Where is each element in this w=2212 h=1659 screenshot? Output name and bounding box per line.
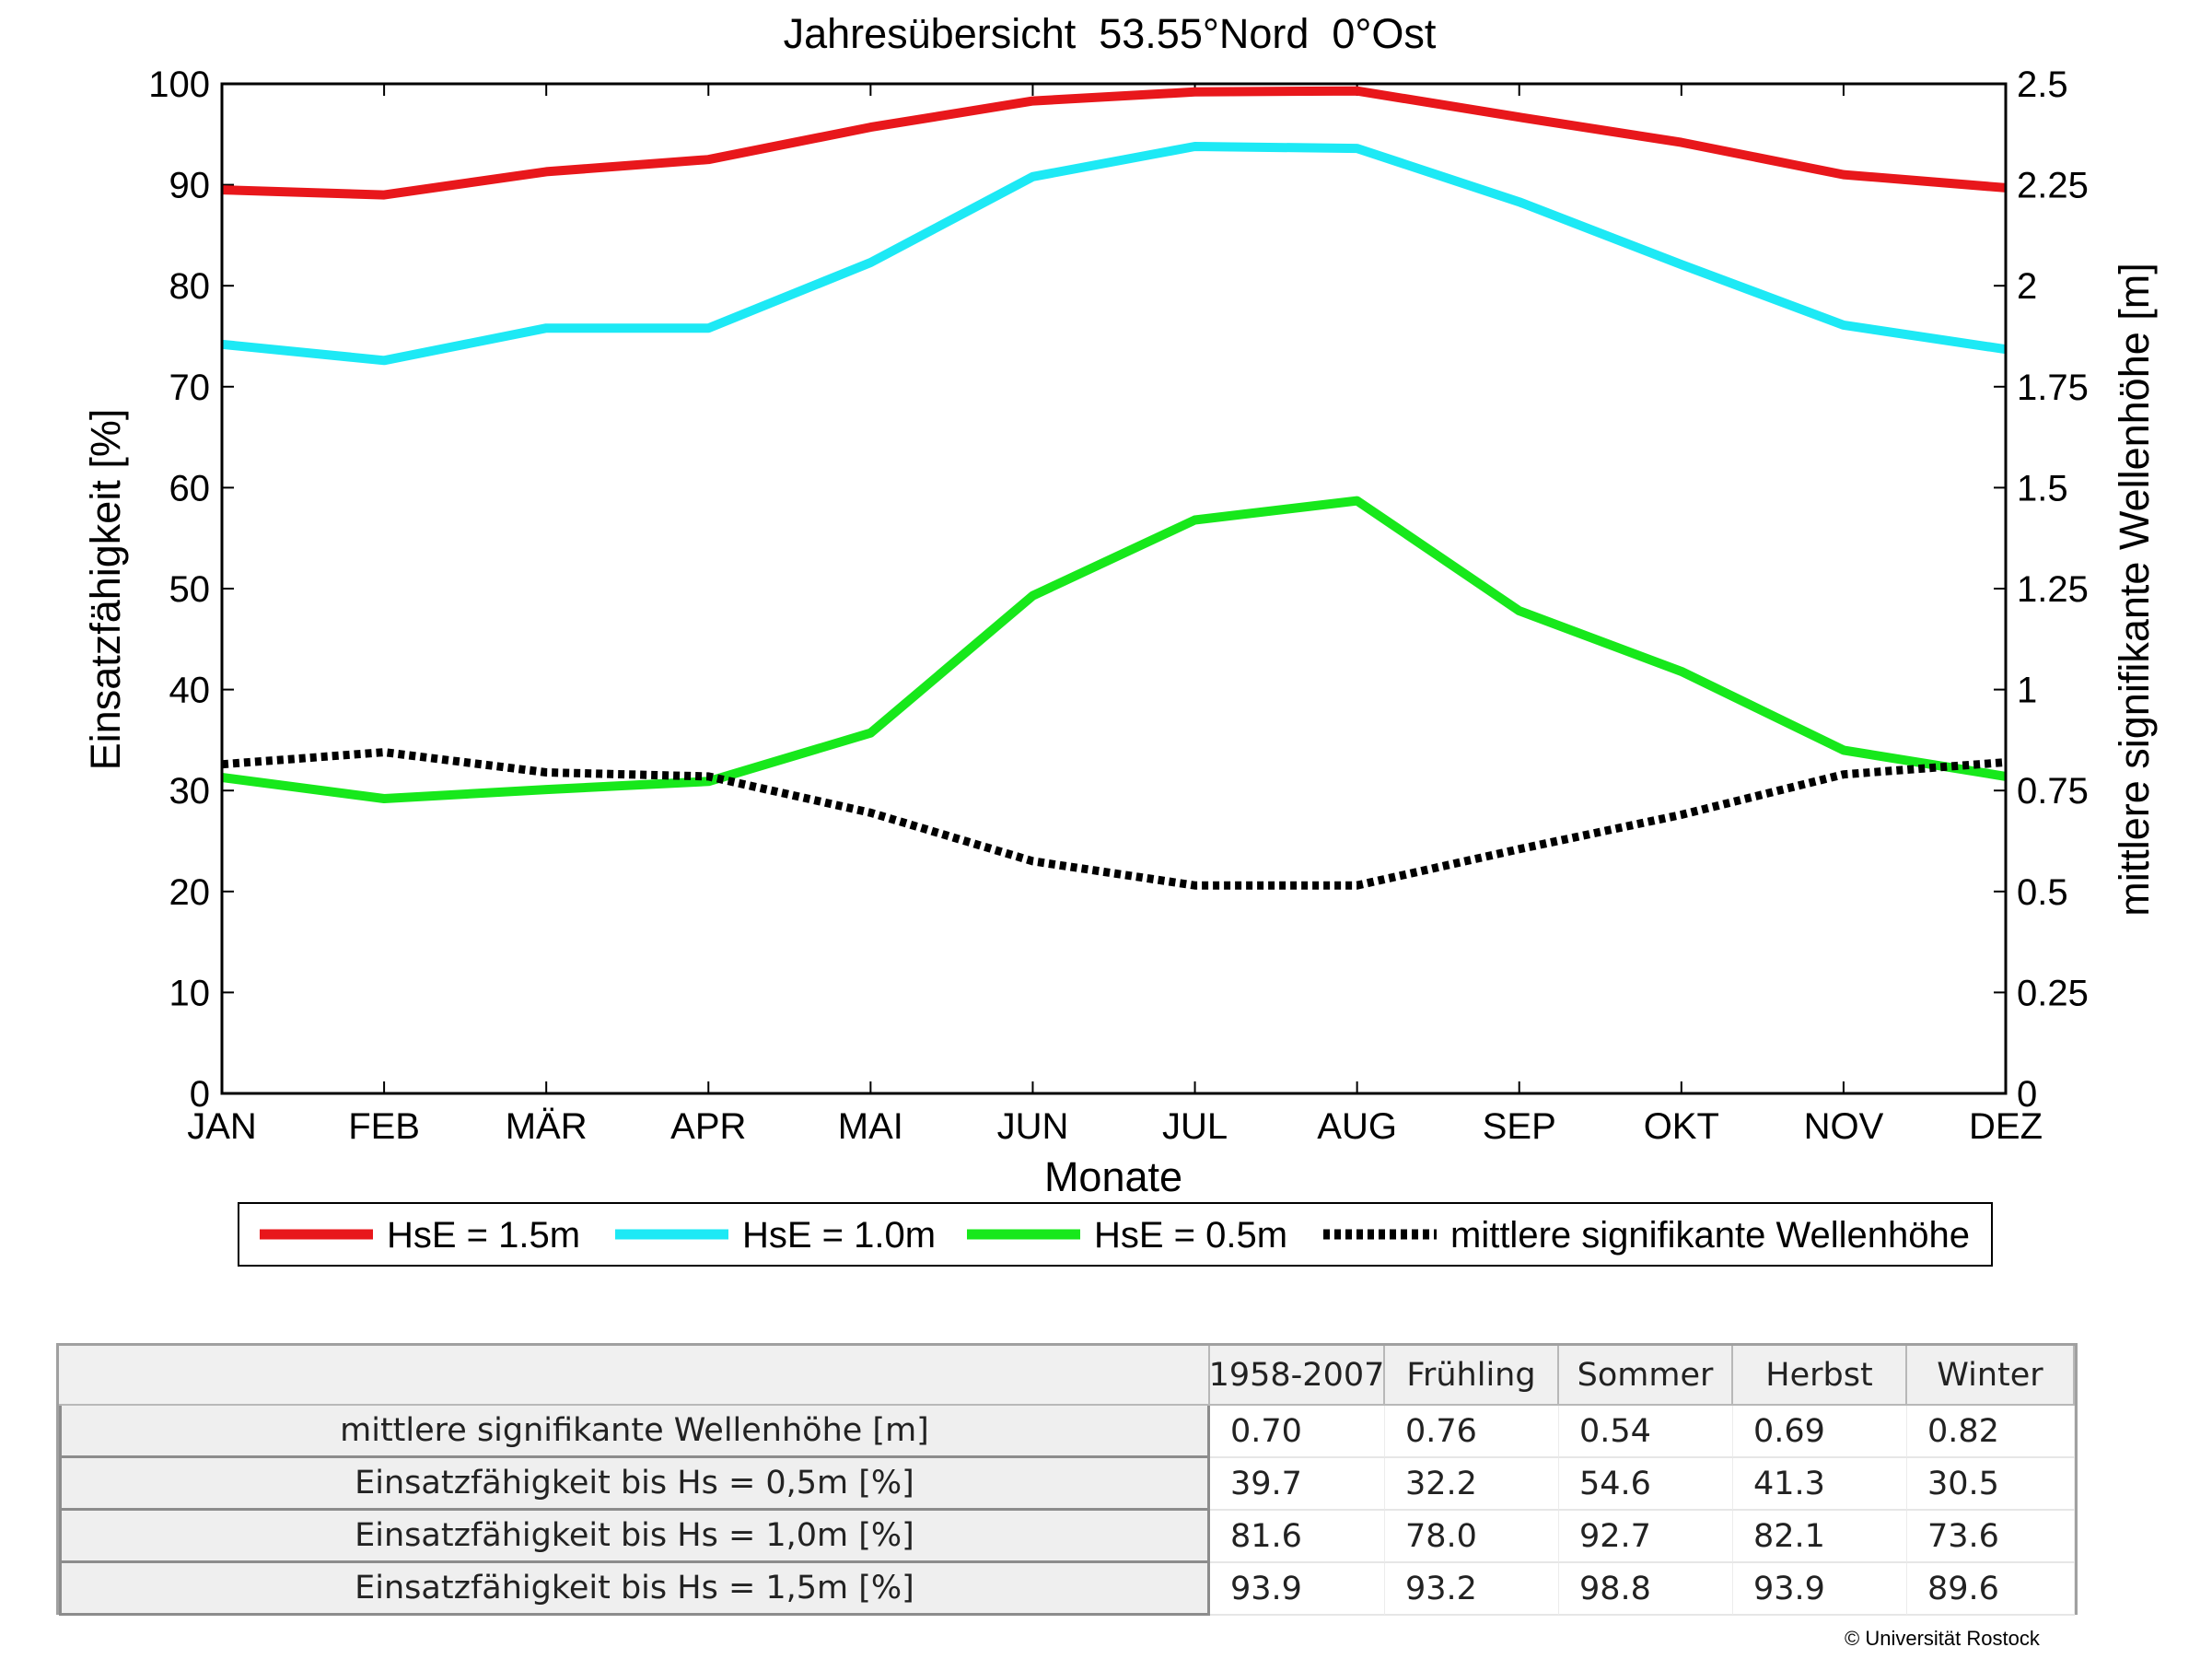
x-tick-label: AUG	[1317, 1106, 1397, 1147]
table-cell: 89.6	[1907, 1563, 2075, 1616]
table-cell: 30.5	[1907, 1458, 2075, 1511]
legend: HsE = 1.5m HsE = 1.0m HsE = 0.5m mittlere s…	[238, 1202, 1993, 1267]
chart-title: Jahresübersicht 53.55°Nord 0°Ost	[784, 10, 1437, 57]
y-tick-label-right: 1	[2017, 671, 2037, 711]
y-tick-label-right: 0.25	[2017, 973, 2089, 1013]
table-cell: 93.2	[1385, 1563, 1559, 1616]
table-column-header: 1958-2007	[1209, 1346, 1385, 1406]
y-tick-label-left: 30	[169, 771, 211, 812]
table-cell: 0.70	[1210, 1406, 1385, 1458]
legend-label-4: mittlere signifikante Wellenhöhe	[1450, 1215, 1970, 1256]
table-cell: 98.8	[1559, 1563, 1733, 1616]
table-cell: 0.54	[1559, 1406, 1733, 1458]
y-tick-label-right: 0	[2017, 1074, 2037, 1115]
table-row-label: Einsatzfähigkeit bis Hs = 1,5m [%]	[59, 1563, 1210, 1616]
y-tick-label-right: 2.5	[2017, 64, 2068, 105]
chart: Jahresübersicht 53.55°Nord 0°Ost JAN FEB M…	[82, 10, 2158, 1267]
y-tick-label-right: 1.75	[2017, 368, 2089, 408]
table-cell: 39.7	[1210, 1458, 1385, 1511]
x-tick-label: FEB	[348, 1106, 420, 1147]
table-column-header: Winter	[1907, 1346, 2075, 1406]
x-tick-label: NOV	[1804, 1106, 1884, 1147]
plot-series	[221, 86, 2007, 890]
series-line-2	[221, 142, 2007, 366]
y-tick-label-left: 70	[169, 368, 211, 408]
y-tick-label-left: 40	[169, 671, 211, 711]
y-axis-label-right: mittlere signifikante Wellenhöhe [m]	[2111, 263, 2158, 917]
x-tick-label: JUL	[1162, 1106, 1228, 1147]
table-cell: 93.9	[1733, 1563, 1907, 1616]
x-axis-label: Monate	[1044, 1153, 1182, 1200]
x-tick-label: SEP	[1483, 1106, 1556, 1147]
table-cell: 41.3	[1733, 1458, 1907, 1511]
table-cell: 0.82	[1907, 1406, 2075, 1458]
y-tick-label-left: 0	[190, 1074, 210, 1115]
table-cell: 32.2	[1385, 1458, 1559, 1511]
series-line-1	[221, 86, 2007, 200]
table-cell: 73.6	[1907, 1511, 2075, 1563]
legend-label-2: HsE = 1.0m	[742, 1215, 936, 1256]
table-cell: 54.6	[1559, 1458, 1733, 1511]
y-tick-label-right: 1.5	[2017, 468, 2068, 508]
table-cell: 92.7	[1559, 1511, 1733, 1563]
table-row-label: Einsatzfähigkeit bis Hs = 0,5m [%]	[59, 1458, 1210, 1511]
y-tick-label-right: 2.25	[2017, 166, 2089, 206]
series-line-3	[221, 496, 2007, 803]
y-tick-label-right: 0.5	[2017, 872, 2068, 913]
axis-tick-labels: JAN FEB MÄR APR MAI JUN JUL AUG SEP OKT NOV DEZ0102…	[148, 64, 2089, 1147]
y-axis-label-left: Einsatzfähigkeit [%]	[82, 409, 129, 771]
x-tick-label: MÄR	[506, 1106, 588, 1147]
table-corner-cell	[59, 1346, 1210, 1406]
y-tick-label-left: 50	[169, 569, 211, 610]
x-tick-label: JUN	[997, 1106, 1069, 1147]
y-tick-label-left: 20	[169, 872, 211, 913]
y-tick-label-left: 60	[169, 468, 211, 508]
legend-label-3: HsE = 0.5m	[1094, 1215, 1287, 1256]
y-tick-label-left: 100	[148, 64, 210, 105]
table-row-label: Einsatzfähigkeit bis Hs = 1,0m [%]	[59, 1511, 1210, 1563]
table-cell: 78.0	[1385, 1511, 1559, 1563]
table-cell: 82.1	[1733, 1511, 1907, 1563]
series-line-4	[221, 748, 2007, 890]
table-column-header: Frühling	[1385, 1346, 1559, 1406]
table-cell: 93.9	[1210, 1563, 1385, 1616]
x-tick-label: MAI	[838, 1106, 903, 1147]
y-tick-label-right: 2	[2017, 266, 2037, 307]
summary-table: 1958-2007 Frühling Sommer Herbst Winter mittl…	[56, 1343, 2078, 1616]
plot-frame	[220, 82, 2008, 1095]
x-tick-label: APR	[670, 1106, 746, 1147]
y-tick-label-left: 10	[169, 973, 211, 1013]
x-tick-label: DEZ	[1969, 1106, 2043, 1147]
x-tick-label: JAN	[187, 1106, 257, 1147]
x-tick-label: OKT	[1644, 1106, 1719, 1147]
y-tick-label-left: 90	[169, 166, 211, 206]
legend-box	[238, 1202, 1993, 1267]
table-row-label: mittlere signifikante Wellenhöhe [m]	[59, 1406, 1210, 1458]
legend-label-1: HsE = 1.5m	[387, 1215, 580, 1256]
table-cell: 81.6	[1210, 1511, 1385, 1563]
copyright-note: © Universität Rostock	[1845, 1627, 2040, 1650]
y-tick-label-left: 80	[169, 266, 211, 307]
table-column-header: Sommer	[1559, 1346, 1733, 1406]
table-cell: 0.76	[1385, 1406, 1559, 1458]
y-tick-label-right: 0.75	[2017, 771, 2089, 812]
y-tick-label-right: 1.25	[2017, 569, 2089, 610]
table-column-header: Herbst	[1733, 1346, 1907, 1406]
table-cell: 0.69	[1733, 1406, 1907, 1458]
axis-ticks	[221, 83, 2007, 1094]
